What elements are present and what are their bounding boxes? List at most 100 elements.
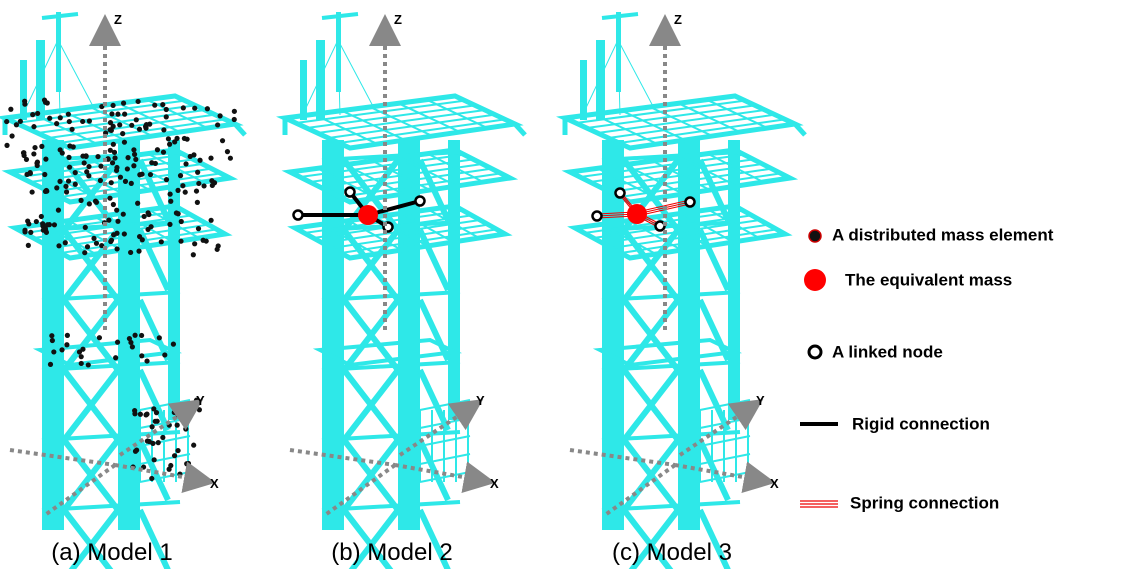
mass-element — [50, 338, 55, 343]
axis-label: Z — [674, 12, 682, 27]
mass-element — [58, 147, 63, 152]
mass-element — [225, 149, 230, 154]
mass-element — [162, 352, 167, 357]
deck-grid — [608, 115, 775, 138]
mass-element — [164, 114, 169, 119]
mass-element — [161, 150, 166, 155]
mass-element — [144, 358, 149, 363]
mass-element — [166, 136, 171, 141]
mass-element — [172, 410, 177, 415]
brace — [344, 230, 448, 300]
mast-bar — [42, 14, 78, 18]
mass-element — [54, 121, 59, 126]
mass-element — [109, 180, 114, 185]
mass-element — [135, 201, 140, 206]
mass-element — [137, 234, 142, 239]
mass-element — [67, 143, 72, 148]
figure: ZYX(a) Model 1ZYX(b) Model 2ZYX(c) Model… — [0, 0, 1147, 569]
mass-element — [160, 102, 165, 107]
mass-element — [121, 212, 126, 217]
mass-element — [228, 156, 233, 161]
mass-element — [142, 214, 147, 219]
mass-element — [194, 188, 199, 193]
mass-element — [18, 119, 23, 124]
mass-element — [139, 172, 144, 177]
mass-element — [57, 179, 62, 184]
mass-element — [42, 172, 47, 177]
mass-element — [136, 249, 141, 254]
mass-element — [64, 342, 69, 347]
mass-element — [157, 335, 162, 340]
mast-bar — [322, 14, 358, 18]
mass-element — [167, 222, 172, 227]
mass-element — [56, 243, 61, 248]
mass-element — [152, 457, 157, 462]
axis-label: Z — [394, 12, 402, 27]
mass-element — [209, 178, 214, 183]
mass-element — [108, 120, 113, 125]
legend-icon-spring — [800, 501, 838, 507]
mast — [316, 40, 325, 120]
panel: ZYX(a) Model 1 — [4, 12, 245, 569]
mass-element — [106, 218, 111, 223]
mass-element — [118, 175, 123, 180]
mass-element — [67, 119, 72, 124]
mass-element — [110, 103, 115, 108]
mass-element — [35, 159, 40, 164]
axis-label: Y — [476, 393, 485, 408]
mass-element — [127, 336, 132, 341]
mass-element — [179, 219, 184, 224]
mass-element — [85, 244, 90, 249]
legend-icon-mass-element — [809, 230, 821, 242]
linked-node — [346, 188, 355, 197]
mass-element — [65, 333, 70, 338]
mass-element — [24, 157, 29, 162]
mass-element — [125, 166, 130, 171]
mass-element — [84, 169, 89, 174]
mass-element — [14, 122, 19, 127]
structure — [285, 12, 525, 569]
mass-element — [183, 161, 188, 166]
mass-element — [192, 106, 197, 111]
mass-element — [138, 412, 143, 417]
mass-element — [133, 449, 138, 454]
mass-element — [39, 214, 44, 219]
mass-element — [67, 165, 72, 170]
mass-element — [78, 198, 83, 203]
mast — [36, 40, 45, 120]
mass-element — [94, 241, 99, 246]
mass-element — [132, 333, 137, 338]
mass-element — [22, 228, 27, 233]
mass-element — [87, 201, 92, 206]
mass-element — [42, 97, 47, 102]
mass-element — [125, 155, 130, 160]
legend-label: A linked node — [832, 342, 943, 361]
mass-element — [146, 210, 151, 215]
mass-element — [22, 102, 27, 107]
mass-element — [112, 155, 117, 160]
panel: ZYX(b) Model 2 — [285, 12, 525, 569]
mass-element — [156, 440, 161, 445]
mass-element — [117, 122, 122, 127]
mass-element — [122, 231, 127, 236]
mass-element — [115, 219, 120, 224]
mass-element — [54, 185, 59, 190]
mass-element — [98, 164, 103, 169]
mass-element — [48, 362, 53, 367]
mass-element — [150, 424, 155, 429]
mass-element — [28, 230, 33, 235]
mass-element — [97, 335, 102, 340]
mast — [20, 60, 27, 120]
mass-element — [73, 182, 78, 187]
mass-element — [30, 112, 35, 117]
mass-element — [168, 199, 173, 204]
legend-icon-equivalent-mass — [804, 269, 826, 291]
mass-element — [111, 142, 116, 147]
mass-element — [31, 124, 36, 129]
mass-element — [31, 151, 36, 156]
mass-element — [58, 115, 63, 120]
mass-element — [152, 103, 157, 108]
mass-element — [59, 347, 64, 352]
mass-element — [181, 105, 186, 110]
mass-element — [183, 190, 188, 195]
